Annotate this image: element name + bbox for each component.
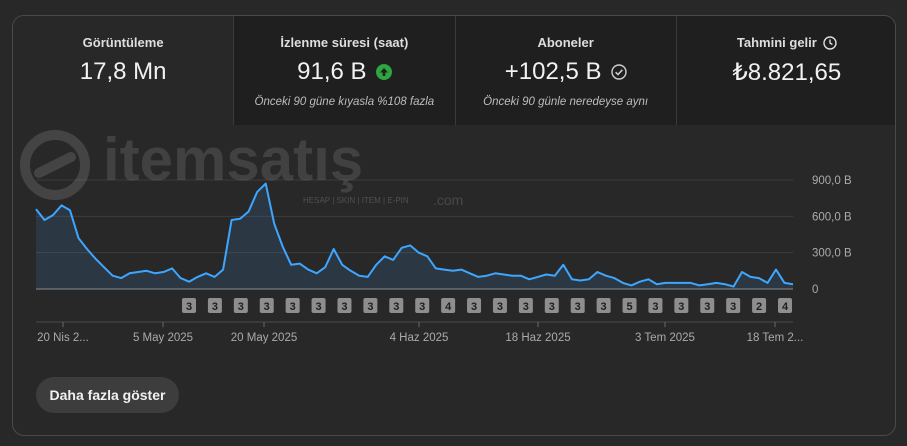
annotation-marker-label: 3	[549, 301, 555, 313]
annotation-marker	[389, 298, 404, 313]
x-tick-label: 20 May 2025	[231, 332, 298, 344]
annotation-marker-label: 3	[601, 301, 607, 313]
clock-icon[interactable]	[823, 35, 837, 50]
metric-watch-time-label: İzlenme süresi (saat)	[280, 35, 409, 50]
annotation-marker-label: 3	[316, 301, 322, 313]
annotation-marker	[544, 298, 559, 313]
annotation-marker-label: 3	[523, 301, 529, 313]
metric-revenue-label: Tahmini gelir	[736, 35, 817, 50]
annotation-marker-label: 3	[704, 301, 710, 313]
annotation-marker	[233, 298, 248, 313]
x-tick-label: 18 Haz 2025	[505, 332, 570, 344]
annotation-marker	[259, 298, 274, 313]
annotation-marker	[622, 298, 637, 313]
series-line	[35, 182, 794, 288]
y-tick-label: 300,0 B	[812, 248, 852, 260]
check-circle-icon	[610, 64, 627, 80]
y-tick-label: 900,0 B	[812, 175, 852, 187]
annotation-marker-label: 2	[756, 301, 762, 313]
annotation-marker-label: 3	[393, 301, 399, 313]
annotation-marker-label: 3	[341, 301, 347, 313]
x-tick-label: 4 Haz 2025	[390, 332, 449, 344]
annotation-marker	[700, 298, 715, 313]
metric-revenue-value: ₺8.821,65	[732, 59, 842, 86]
annotation-marker	[441, 298, 456, 313]
annotation-marker-label: 3	[652, 301, 658, 313]
annotation-marker-label: 3	[419, 301, 425, 313]
annotation-marker-label: 3	[367, 301, 373, 313]
annotation-marker-label: 3	[290, 301, 296, 313]
annotation-marker	[778, 298, 792, 313]
metric-watch-time[interactable]: İzlenme süresi (saat) 91,6 B Önceki 90 g…	[234, 16, 456, 125]
annotation-marker-label: 3	[497, 301, 503, 313]
annotation-marker-label: 3	[186, 301, 192, 313]
annotation-marker	[726, 298, 741, 313]
annotation-marker	[285, 298, 300, 313]
annotation-marker	[337, 298, 352, 313]
annotation-marker	[492, 298, 507, 313]
x-tick-label: 18 Tem 2...	[747, 332, 804, 344]
area-fill	[36, 183, 793, 289]
watch-time-chart: 900,0 B 600,0 B 300,0 B 0 3 3 3 3 3 3 3 3 3 3 4 3 3 3 3 3 3 5…	[13, 125, 895, 365]
annotation-marker	[363, 298, 378, 313]
annotation-marker	[467, 298, 482, 313]
x-tick-label: 20 Nis 2...	[37, 332, 89, 344]
x-tick-label: 3 Tem 2025	[635, 332, 695, 344]
y-tick-label: 600,0 B	[812, 211, 852, 223]
metric-subscribers-comparison: Önceki 90 günle neredeyse aynı	[483, 96, 649, 108]
annotation-marker	[182, 298, 196, 313]
x-tick-label: 5 May 2025	[133, 332, 193, 344]
annotation-marker	[596, 298, 611, 313]
annotation-marker-label: 4	[445, 301, 452, 313]
metric-views-value: 17,8 Mn	[79, 58, 167, 85]
annotation-marker-label: 5	[626, 301, 632, 313]
annotation-marker-label: 3	[212, 301, 218, 313]
annotation-marker	[311, 298, 326, 313]
arrow-up-icon	[375, 64, 392, 80]
annotation-marker-label: 3	[730, 301, 736, 313]
metric-subscribers-label: Aboneler	[537, 35, 594, 50]
metrics-row: Görüntüleme 17,8 Mn İzlenme süresi (saat…	[13, 16, 895, 125]
annotation-marker	[415, 298, 430, 313]
metric-watch-time-value: 91,6 B	[297, 58, 367, 85]
y-tick-label: 0	[812, 284, 818, 296]
metric-views-label: Görüntüleme	[82, 35, 164, 50]
metric-watch-time-comparison: Önceki 90 güne kıyasla %108 fazla	[254, 96, 435, 108]
annotation-marker-label: 3	[678, 301, 684, 313]
annotation-marker-label: 3	[575, 301, 581, 313]
line-chart-svg: 900,0 B 600,0 B 300,0 B 0 3 3 3 3 3 3 3 3 3 3 4 3 3 3 3 3 3 5…	[35, 175, 852, 344]
annotation-marker	[752, 298, 767, 313]
metric-views[interactable]: Görüntüleme 17,8 Mn	[13, 16, 235, 125]
metric-subscribers[interactable]: Aboneler +102,5 B Önceki 90 günle nerede…	[455, 16, 677, 125]
annotation-marker-label: 4	[782, 301, 789, 313]
annotation-marker	[570, 298, 585, 313]
annotation-marker-label: 3	[471, 301, 477, 313]
annotation-marker	[648, 298, 663, 313]
annotation-marker	[674, 298, 689, 313]
annotation-marker	[518, 298, 533, 313]
annotation-marker	[207, 298, 222, 313]
annotation-marker-label: 3	[238, 301, 244, 313]
metric-subscribers-value: +102,5 B	[504, 58, 602, 85]
metric-revenue[interactable]: Tahmini gelir ₺8.821,65	[676, 16, 895, 125]
annotation-marker-label: 3	[264, 301, 270, 313]
analytics-card: Görüntüleme 17,8 Mn İzlenme süresi (saat…	[12, 15, 896, 436]
show-more-button[interactable]: Daha fazla göster	[36, 377, 179, 413]
